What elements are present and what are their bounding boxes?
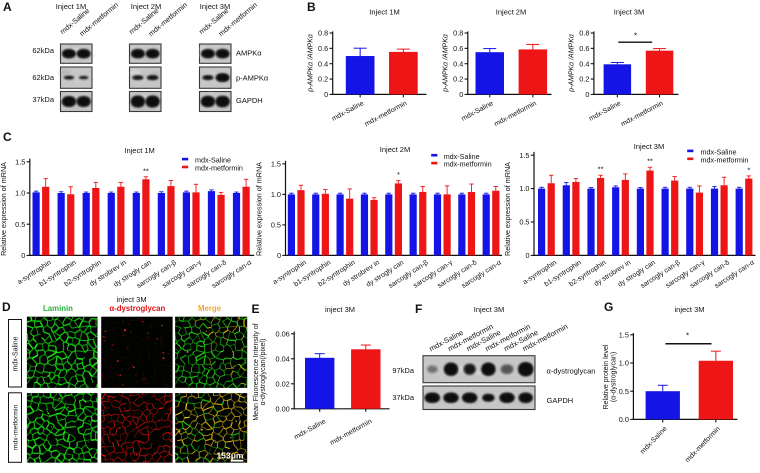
svg-text:mdx-metformin: mdx-metformin	[444, 160, 492, 169]
svg-text:0.8: 0.8	[453, 29, 463, 38]
svg-text:0.4: 0.4	[318, 59, 328, 68]
svg-text:B: B	[307, 0, 316, 14]
svg-text:0.00: 0.00	[275, 404, 289, 413]
svg-text:37kDa: 37kDa	[32, 95, 55, 104]
svg-text:153μm: 153μm	[217, 451, 244, 461]
svg-text:mdx-Saline: mdx-Saline	[195, 156, 231, 165]
svg-text:1.0: 1.0	[519, 184, 529, 193]
svg-text:Inject 2M: Inject 2M	[496, 8, 526, 17]
svg-text:inject 3M: inject 3M	[325, 305, 355, 314]
svg-text:Relative protein level: Relative protein level	[603, 344, 610, 409]
svg-text:0: 0	[277, 251, 281, 260]
svg-text:E: E	[252, 302, 260, 316]
svg-text:1.5: 1.5	[271, 160, 281, 169]
svg-text:1.0: 1.0	[619, 359, 629, 368]
svg-text:0.5: 0.5	[519, 218, 529, 227]
svg-text:0.02: 0.02	[275, 379, 289, 388]
svg-text:0: 0	[324, 90, 328, 99]
svg-text:Relative expression of mRNA: Relative expression of mRNA	[503, 162, 512, 256]
svg-text:Inject 1M: Inject 1M	[56, 2, 86, 11]
svg-text:AMPKα: AMPKα	[236, 49, 262, 58]
svg-text:C: C	[3, 130, 12, 144]
svg-text:p-AMPKα: p-AMPKα	[236, 74, 269, 83]
svg-text:0.8: 0.8	[318, 29, 328, 38]
svg-text:0: 0	[459, 90, 463, 99]
svg-text:Inject 1M: Inject 1M	[124, 146, 154, 155]
svg-text:inject 3M: inject 3M	[117, 295, 147, 304]
svg-text:0: 0	[525, 251, 529, 260]
svg-text:*: *	[747, 165, 750, 174]
svg-text:G: G	[604, 300, 613, 314]
svg-text:**: **	[143, 166, 149, 175]
svg-text:A: A	[3, 0, 12, 14]
svg-text:GAPDH: GAPDH	[547, 396, 574, 405]
svg-text:0.4: 0.4	[579, 59, 589, 68]
svg-text:p-AMPKα /AMPKα: p-AMPKα /AMPKα	[569, 33, 576, 93]
svg-text:Inject 1M: Inject 1M	[369, 8, 399, 17]
svg-text:0.2: 0.2	[579, 75, 589, 84]
svg-text:Inject 3M: Inject 3M	[200, 2, 230, 11]
svg-text:α-dystroglycan(/pixel): α-dystroglycan(/pixel)	[260, 339, 267, 406]
svg-text:1.5: 1.5	[15, 157, 25, 166]
svg-text:α-dystroglycan: α-dystroglycan	[109, 304, 165, 313]
svg-text:F: F	[415, 302, 422, 316]
svg-text:(α-dystroglycan): (α-dystroglycan)	[610, 352, 617, 402]
svg-text:α-dystroglycan: α-dystroglycan	[547, 367, 596, 376]
svg-text:1.0: 1.0	[15, 189, 25, 198]
svg-text:37kDa: 37kDa	[392, 393, 415, 402]
svg-text:97kDa: 97kDa	[392, 366, 415, 375]
svg-text:0.2: 0.2	[453, 75, 463, 84]
svg-text:mdx-metformin: mdx-metformin	[195, 164, 243, 173]
svg-text:Relative expression of mRNA: Relative expression of mRNA	[0, 162, 8, 256]
svg-text:0.5: 0.5	[271, 221, 281, 230]
svg-text:0.5: 0.5	[15, 220, 25, 229]
svg-text:Mean Fluorescence Intensity of: Mean Fluorescence Intensity of	[253, 323, 260, 420]
svg-text:0.8: 0.8	[579, 29, 589, 38]
svg-text:Relative expression of mRNA: Relative expression of mRNA	[255, 162, 264, 256]
svg-text:1.5: 1.5	[519, 151, 529, 160]
svg-text:0: 0	[21, 251, 25, 260]
svg-text:mdx-Saline: mdx-Saline	[701, 148, 737, 157]
svg-text:D: D	[2, 300, 11, 314]
svg-text:0.6: 0.6	[318, 44, 328, 53]
svg-text:mdx-Saline: mdx-Saline	[13, 336, 20, 371]
svg-text:**: **	[647, 157, 653, 166]
svg-text:*: *	[634, 32, 637, 41]
svg-text:0.5: 0.5	[619, 387, 629, 396]
svg-text:Inject 3M: Inject 3M	[474, 305, 504, 314]
svg-text:GAPDH: GAPDH	[236, 96, 263, 105]
svg-text:**: **	[598, 165, 604, 174]
svg-text:p-AMPKα /AMPKα: p-AMPKα /AMPKα	[308, 33, 315, 93]
svg-text:0.4: 0.4	[453, 59, 463, 68]
svg-text:62kDa: 62kDa	[32, 73, 55, 82]
svg-text:mdx-metformin: mdx-metformin	[701, 155, 749, 164]
svg-text:0.2: 0.2	[318, 75, 328, 84]
svg-text:Inject 3M: Inject 3M	[634, 142, 664, 151]
svg-text:Laminin: Laminin	[43, 304, 73, 313]
svg-text:Inject 3M: Inject 3M	[614, 8, 644, 17]
svg-text:0.04: 0.04	[275, 354, 289, 363]
svg-text:*: *	[397, 170, 400, 179]
svg-text:0.6: 0.6	[579, 44, 589, 53]
svg-text:1.0: 1.0	[271, 190, 281, 199]
svg-text:0.06: 0.06	[275, 329, 289, 338]
svg-text:Merge: Merge	[198, 304, 222, 313]
svg-text:mdx-metformin: mdx-metformin	[13, 405, 20, 451]
svg-text:Inject 2M: Inject 2M	[380, 145, 410, 154]
svg-text:62kDa: 62kDa	[32, 46, 55, 55]
svg-text:inject 3M: inject 3M	[674, 305, 704, 314]
svg-text:0: 0	[585, 90, 589, 99]
svg-text:mdx-Saline: mdx-Saline	[444, 152, 480, 161]
svg-text:0.0: 0.0	[619, 415, 629, 424]
svg-text:*: *	[686, 332, 689, 341]
svg-text:0.6: 0.6	[453, 44, 463, 53]
svg-text:1.5: 1.5	[619, 330, 629, 339]
svg-text:p-AMPKα /AMPKα: p-AMPKα /AMPKα	[443, 33, 450, 93]
svg-text:Inject 2M: Inject 2M	[131, 2, 161, 11]
